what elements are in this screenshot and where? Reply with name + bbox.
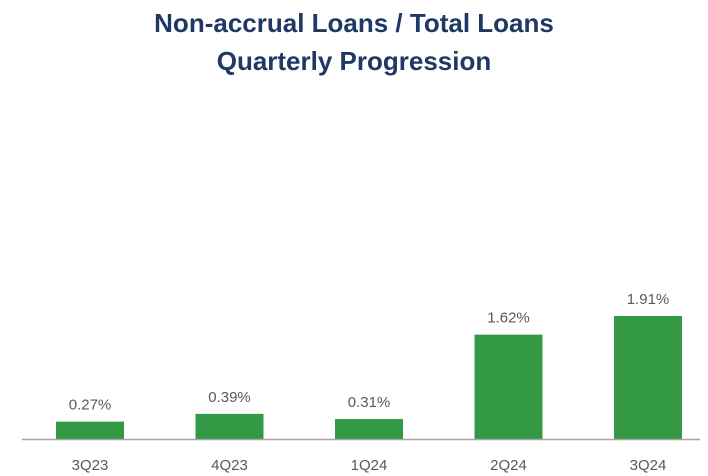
x-tick-label-4q23: 4Q23 (211, 457, 248, 474)
x-tick-label-3q24: 3Q24 (630, 457, 667, 474)
data-label-3q23: 0.27% (69, 397, 112, 414)
data-label-3q24: 1.91% (627, 291, 670, 308)
x-tick-labels-group: 3Q23 4Q23 1Q24 2Q24 3Q24 (72, 457, 667, 474)
chart-title-block: Non-accrual Loans / Total Loans Quarterl… (0, 4, 708, 80)
data-label-4q23: 0.39% (208, 389, 251, 406)
bar-3q23 (56, 421, 124, 439)
data-label-2q24: 1.62% (487, 310, 530, 327)
bar-4q23 (195, 413, 264, 439)
chart-subtitle: Quarterly Progression (216, 46, 492, 76)
x-tick-label-2q24: 2Q24 (490, 457, 527, 474)
data-labels-group: 0.27% 0.39% 0.31% 1.62% 1.91% (69, 291, 670, 414)
bar-3q24 (614, 316, 682, 439)
bars-group (56, 316, 682, 439)
bar-2q24 (474, 334, 543, 439)
bar-1q24 (335, 419, 403, 439)
x-tick-label-1q24: 1Q24 (351, 457, 388, 474)
data-label-1q24: 0.31% (348, 394, 391, 411)
chart-title: Non-accrual Loans / Total Loans (154, 8, 554, 38)
x-tick-label-3q23: 3Q23 (72, 457, 109, 474)
